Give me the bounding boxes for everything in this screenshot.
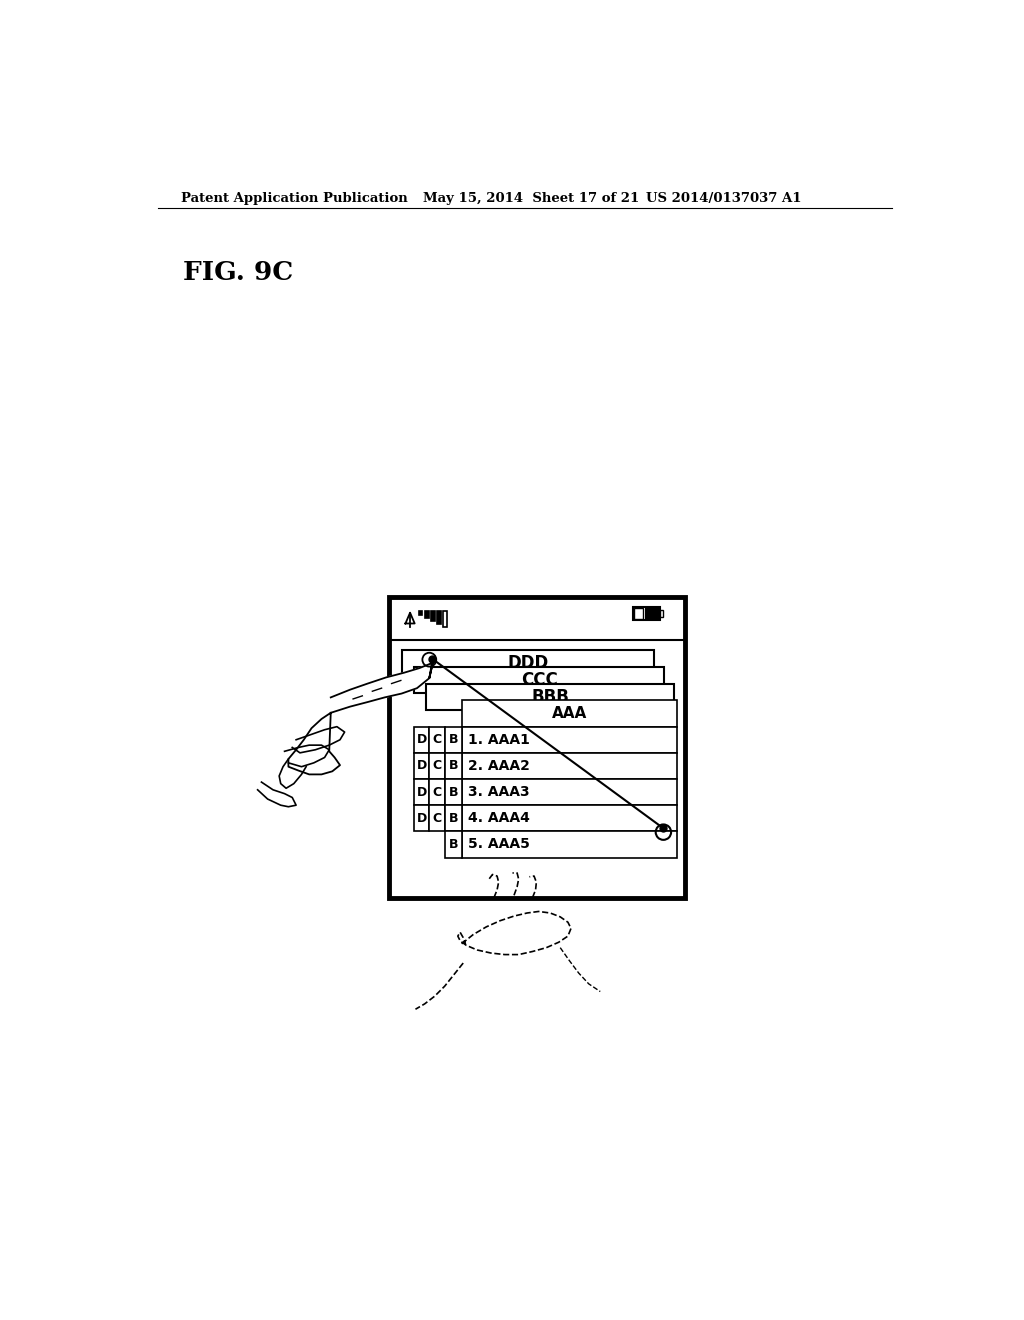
Text: BBB: BBB — [531, 688, 569, 706]
Bar — [634, 609, 643, 619]
Text: 5. AAA5: 5. AAA5 — [468, 837, 529, 851]
Bar — [444, 779, 462, 805]
Text: B: B — [449, 838, 458, 851]
Bar — [429, 727, 444, 752]
Polygon shape — [292, 726, 345, 752]
Bar — [444, 727, 462, 752]
Bar — [388, 597, 685, 898]
Bar — [426, 684, 674, 710]
Text: Patent Application Publication: Patent Application Publication — [180, 191, 408, 205]
Bar — [444, 832, 462, 858]
Text: B: B — [449, 785, 458, 799]
Bar — [660, 610, 664, 618]
Bar — [419, 611, 422, 615]
Bar — [425, 611, 429, 618]
Polygon shape — [258, 781, 296, 807]
Text: FIG. 9C: FIG. 9C — [183, 260, 293, 285]
Bar — [429, 779, 444, 805]
Polygon shape — [285, 744, 330, 767]
Text: B: B — [449, 759, 458, 772]
Bar — [645, 609, 658, 619]
Bar — [443, 611, 447, 627]
Bar — [414, 752, 429, 779]
Text: B: B — [449, 733, 458, 746]
Bar — [462, 727, 677, 752]
Text: D: D — [417, 759, 427, 772]
Text: C: C — [432, 733, 441, 746]
Bar — [401, 649, 654, 676]
Text: AAA: AAA — [552, 706, 587, 721]
Bar — [444, 805, 462, 832]
Text: D: D — [417, 812, 427, 825]
Bar — [444, 752, 462, 779]
Bar — [431, 611, 435, 622]
Text: D: D — [417, 733, 427, 746]
Text: 4. AAA4: 4. AAA4 — [468, 812, 529, 825]
Text: D: D — [417, 785, 427, 799]
Text: 3. AAA3: 3. AAA3 — [468, 785, 529, 799]
Text: C: C — [432, 759, 441, 772]
Bar — [462, 701, 677, 726]
Text: C: C — [432, 812, 441, 825]
Bar — [414, 805, 429, 832]
Bar — [633, 607, 660, 620]
Text: 1. AAA1: 1. AAA1 — [468, 733, 529, 747]
Bar — [414, 727, 429, 752]
Text: CCC: CCC — [520, 671, 557, 689]
Text: 2. AAA2: 2. AAA2 — [468, 759, 529, 774]
Bar — [462, 779, 677, 805]
Bar — [634, 609, 643, 619]
Polygon shape — [289, 659, 433, 775]
Text: US 2014/0137037 A1: US 2014/0137037 A1 — [646, 191, 802, 205]
Text: May 15, 2014  Sheet 17 of 21: May 15, 2014 Sheet 17 of 21 — [423, 191, 639, 205]
Polygon shape — [458, 911, 571, 954]
Text: DDD: DDD — [507, 653, 549, 672]
Polygon shape — [406, 612, 415, 623]
Bar — [462, 832, 677, 858]
Text: C: C — [432, 785, 441, 799]
Bar — [414, 779, 429, 805]
Bar — [429, 805, 444, 832]
Bar — [414, 667, 665, 693]
Bar — [462, 752, 677, 779]
Bar — [429, 752, 444, 779]
Bar — [462, 805, 677, 832]
Bar — [437, 611, 441, 624]
Text: B: B — [449, 812, 458, 825]
